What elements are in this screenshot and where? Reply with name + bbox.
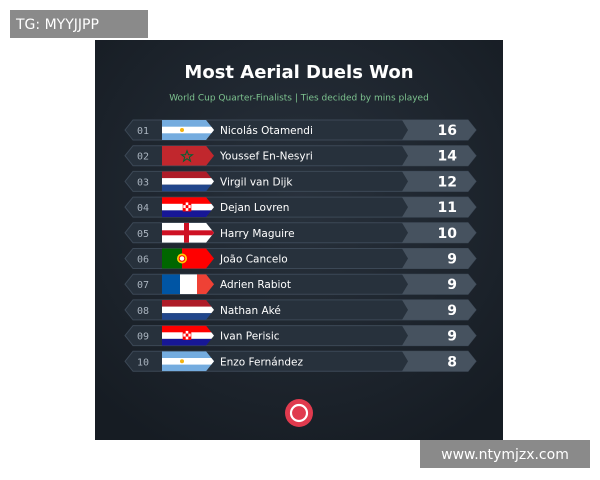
value-box <box>402 248 476 269</box>
rank: 06 <box>137 255 149 266</box>
row: 07 Adrien Rabiot 9 <box>124 273 477 295</box>
player-name: Youssef En-Nesyri <box>219 151 313 163</box>
value-box <box>402 325 476 346</box>
player-name: Virgil van Dijk <box>220 176 293 188</box>
logo <box>285 399 313 427</box>
flag <box>162 274 214 295</box>
player-name: Adrien Rabiot <box>220 279 291 291</box>
value-box <box>402 351 476 372</box>
ranking-list: 01 Nicolás Otamendi 16 02 Youssef En-Nesyri 1… <box>124 119 477 372</box>
logo-mark <box>292 407 306 414</box>
watermark: TG: MYYJJPP <box>15 17 99 33</box>
flag <box>162 145 214 166</box>
watermark-box <box>420 440 590 468</box>
value: 12 <box>438 174 457 190</box>
value-box <box>402 120 476 140</box>
title: Most Aerial Duels Won <box>184 62 413 83</box>
player-name: João Cancelo <box>219 254 288 266</box>
value: 9 <box>447 329 457 345</box>
value: 9 <box>447 277 457 293</box>
player-name: Dejan Lovren <box>220 202 289 214</box>
row: 08 Nathan Aké 9 <box>124 299 477 321</box>
flag <box>162 351 214 372</box>
flag <box>162 197 214 218</box>
row: 10 Enzo Fernández 8 <box>124 350 477 372</box>
rank: 09 <box>137 332 149 343</box>
rank: 05 <box>137 229 149 240</box>
rank: 01 <box>137 126 149 137</box>
subtitle: World Cup Quarter-Finalists | Ties decid… <box>169 94 429 104</box>
flag <box>162 299 214 320</box>
value: 14 <box>438 149 458 165</box>
value: 9 <box>447 252 457 268</box>
rank: 08 <box>137 306 149 317</box>
watermark-box <box>10 10 148 38</box>
rank: 02 <box>137 152 149 163</box>
value-box <box>402 145 476 166</box>
value-box <box>402 299 476 320</box>
value: 11 <box>438 200 457 216</box>
value: 8 <box>447 354 457 370</box>
flag <box>162 325 214 346</box>
row: 02 Youssef En-Nesyri 14 <box>124 145 477 167</box>
value: 16 <box>438 123 457 139</box>
value: 9 <box>447 303 457 319</box>
row: 01 Nicolás Otamendi 16 <box>124 119 477 141</box>
flag <box>162 248 214 269</box>
value-box <box>402 197 476 218</box>
value-box <box>402 171 476 192</box>
row: 06 João Cancelo 9 <box>124 248 477 269</box>
rank: 07 <box>137 280 149 291</box>
rank: 03 <box>137 177 149 188</box>
row: 03 Virgil van Dijk 12 <box>124 170 477 192</box>
value: 10 <box>438 226 458 242</box>
watermark: www.ntymjzx.com <box>441 447 569 463</box>
player-name: Nicolás Otamendi <box>220 125 313 137</box>
player-name: Enzo Fernández <box>220 356 303 368</box>
row: 05 Harry Maguire 10 <box>124 222 477 244</box>
player-name: Harry Maguire <box>220 228 295 240</box>
value-box <box>402 222 476 243</box>
flag <box>162 171 214 192</box>
row: 04 Dejan Lovren 11 <box>124 196 477 218</box>
row: 09 Ivan Perisic 9 <box>124 325 477 347</box>
value-box <box>402 274 476 295</box>
flag <box>162 222 214 243</box>
logo-mark <box>289 403 309 423</box>
player-name: Nathan Aké <box>220 305 281 317</box>
flag <box>162 120 214 140</box>
player-name: Ivan Perisic <box>220 331 280 343</box>
rank: 04 <box>137 203 149 214</box>
rank: 10 <box>137 357 149 368</box>
